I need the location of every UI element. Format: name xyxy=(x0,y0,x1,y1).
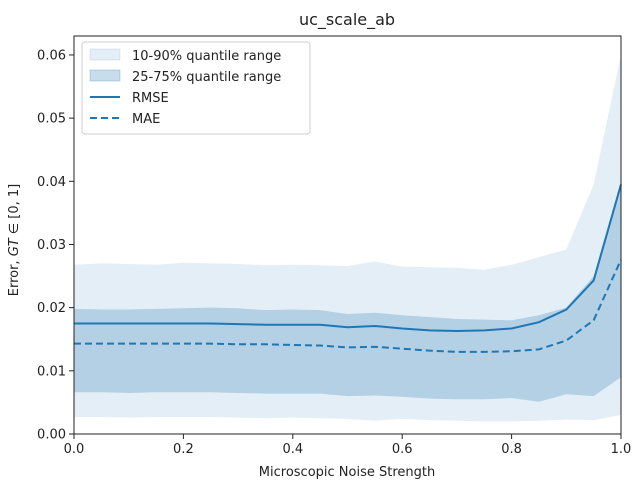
series-line-3 xyxy=(74,259,622,353)
y-axis: 0.00 0.01 0.02 0.03 0.04 0.05 0.06 xyxy=(37,48,74,443)
x-axis: 0.0 0.2 0.4 0.6 0.8 1.0 xyxy=(64,434,632,457)
legend-swatch xyxy=(89,48,121,61)
y-tick-label: 0.02 xyxy=(37,301,66,316)
y-tick-label: 0.01 xyxy=(37,364,66,379)
series-line-2 xyxy=(74,184,622,333)
x-tick-label: 0.0 xyxy=(64,442,85,457)
x-tick-label: 0.6 xyxy=(392,442,413,457)
y-tick-label: 0.03 xyxy=(37,238,66,253)
x-tick-label: 0.4 xyxy=(282,442,303,457)
legend-label: MAE xyxy=(132,112,160,127)
legend: 10-90% quantile range 25-75% quantile ran… xyxy=(81,41,311,135)
legend-label: RMSE xyxy=(132,91,169,106)
y-tick-label: 0.00 xyxy=(37,428,66,443)
legend-label: 10-90% quantile range xyxy=(132,49,281,64)
y-tick-label: 0.06 xyxy=(37,48,66,63)
x-axis-label: Microscopic Noise Strength xyxy=(259,465,435,480)
y-axis-label-math: GT xyxy=(7,237,22,256)
series-band-1 xyxy=(74,181,621,402)
x-tick-label: 0.2 xyxy=(173,442,194,457)
chart-title: uc_scale_ab xyxy=(299,10,395,30)
legend-box xyxy=(81,41,311,135)
legend-swatch xyxy=(89,69,121,82)
x-tick-label: 1.0 xyxy=(611,442,632,457)
x-tick-label: 0.8 xyxy=(501,442,522,457)
y-axis-label-suffix: ∈ [0, 1] xyxy=(7,184,22,239)
y-tick-label: 0.05 xyxy=(37,112,66,127)
plot-area xyxy=(74,54,622,422)
y-tick-label: 0.04 xyxy=(37,175,66,190)
y-axis-label: Error, GT ∈ [0, 1] xyxy=(7,184,22,297)
y-axis-label-prefix: Error, xyxy=(7,256,22,296)
plot-frame xyxy=(73,35,622,435)
legend-label: 25-75% quantile range xyxy=(132,70,281,85)
